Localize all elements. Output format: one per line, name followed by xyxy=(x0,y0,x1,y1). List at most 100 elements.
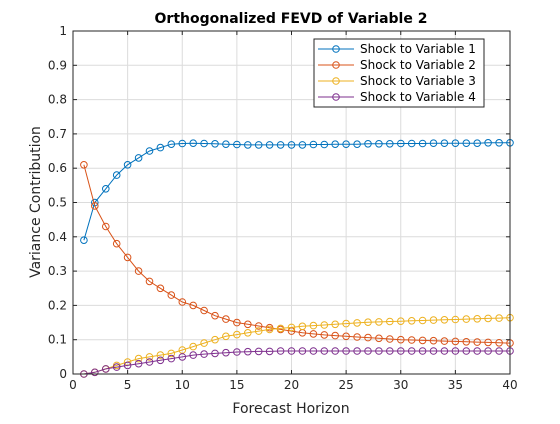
data-point xyxy=(353,333,361,341)
series-layer xyxy=(80,139,514,378)
data-point xyxy=(407,317,416,325)
data-point xyxy=(211,335,219,344)
data-point xyxy=(429,347,438,355)
data-point xyxy=(298,347,307,355)
data-point xyxy=(156,284,165,293)
y-tick-label: 0.7 xyxy=(48,127,67,141)
series-line-4 xyxy=(83,350,510,375)
data-point xyxy=(233,318,241,327)
data-point xyxy=(145,147,154,155)
tick-layer: 0 5 10 15 20 25 30 35 40 0 0.1 0.2 0.3 0.4 0.5 0.6 0.7 0.… xyxy=(48,24,518,392)
data-point xyxy=(156,356,165,365)
data-point xyxy=(386,317,394,326)
data-point xyxy=(353,347,361,355)
data-point xyxy=(102,185,110,193)
data-point xyxy=(309,330,318,338)
legend-marker xyxy=(332,93,340,101)
data-point xyxy=(473,315,482,323)
data-point xyxy=(156,351,165,359)
data-point xyxy=(167,349,176,358)
data-point xyxy=(451,347,460,355)
legend-label: Shock to Variable 2 xyxy=(360,58,476,72)
legend-marker xyxy=(332,45,340,53)
data-point xyxy=(451,139,460,147)
data-point xyxy=(134,354,143,363)
data-point xyxy=(364,140,372,148)
data-point xyxy=(265,141,274,149)
x-tick-label: 10 xyxy=(175,378,190,392)
series-line-2 xyxy=(83,164,511,344)
x-tick-label: 30 xyxy=(393,378,408,392)
data-point xyxy=(451,315,460,324)
data-point xyxy=(189,342,197,351)
data-point xyxy=(331,331,340,340)
legend-marker xyxy=(332,77,340,85)
data-point xyxy=(178,298,187,306)
data-point xyxy=(495,139,503,147)
data-point xyxy=(287,141,296,149)
data-point xyxy=(254,347,263,356)
data-point xyxy=(200,339,208,347)
data-point xyxy=(320,347,329,355)
data-point xyxy=(145,358,154,366)
series-line-3 xyxy=(83,317,511,375)
data-point xyxy=(418,139,427,148)
data-point xyxy=(112,363,121,371)
data-point xyxy=(134,359,143,368)
data-point xyxy=(364,318,372,327)
y-tick-label: 0.8 xyxy=(48,93,67,107)
data-point xyxy=(211,349,219,358)
y-tick-label: 0.5 xyxy=(48,196,67,210)
data-point xyxy=(462,139,471,147)
data-point xyxy=(462,347,471,355)
data-point xyxy=(112,239,121,248)
data-point xyxy=(178,353,187,361)
data-point xyxy=(342,332,350,341)
data-point xyxy=(386,335,394,343)
data-point xyxy=(233,348,241,356)
y-tick-label: 0.6 xyxy=(48,161,67,175)
data-point xyxy=(418,336,427,345)
data-point xyxy=(244,141,252,149)
data-point xyxy=(211,311,219,320)
y-axis-label: Variance Contribution xyxy=(28,126,44,278)
x-tick-label: 15 xyxy=(229,378,244,392)
data-point xyxy=(102,222,110,231)
data-point xyxy=(233,140,241,149)
data-point xyxy=(473,338,482,346)
data-point xyxy=(320,331,329,339)
data-point xyxy=(440,139,449,147)
data-point xyxy=(364,333,372,342)
data-point xyxy=(287,323,296,332)
data-point xyxy=(397,139,405,148)
data-point xyxy=(222,348,230,357)
data-point xyxy=(462,315,471,323)
data-point xyxy=(342,347,350,355)
y-tick-label: 1 xyxy=(59,24,67,38)
data-point xyxy=(254,141,263,149)
data-point xyxy=(418,316,427,325)
data-point xyxy=(451,337,460,346)
data-point xyxy=(200,306,208,315)
legend-label: Shock to Variable 3 xyxy=(360,74,476,88)
data-point xyxy=(375,347,383,355)
data-point xyxy=(167,354,176,363)
data-point xyxy=(200,350,208,358)
data-point xyxy=(462,338,471,346)
data-point xyxy=(495,314,503,322)
data-point xyxy=(364,347,372,355)
data-point xyxy=(123,161,132,169)
data-point xyxy=(407,139,416,148)
data-point xyxy=(167,291,176,299)
data-point xyxy=(298,322,307,331)
data-point xyxy=(167,140,176,148)
data-point xyxy=(134,154,143,162)
data-point xyxy=(407,336,416,344)
legend-label: Shock to Variable 1 xyxy=(360,42,476,56)
series-line-1 xyxy=(83,142,510,241)
data-point xyxy=(254,322,263,330)
data-point xyxy=(495,347,503,355)
x-axis-label: Forecast Horizon xyxy=(232,401,349,417)
data-point xyxy=(331,320,340,329)
data-point xyxy=(440,316,449,324)
